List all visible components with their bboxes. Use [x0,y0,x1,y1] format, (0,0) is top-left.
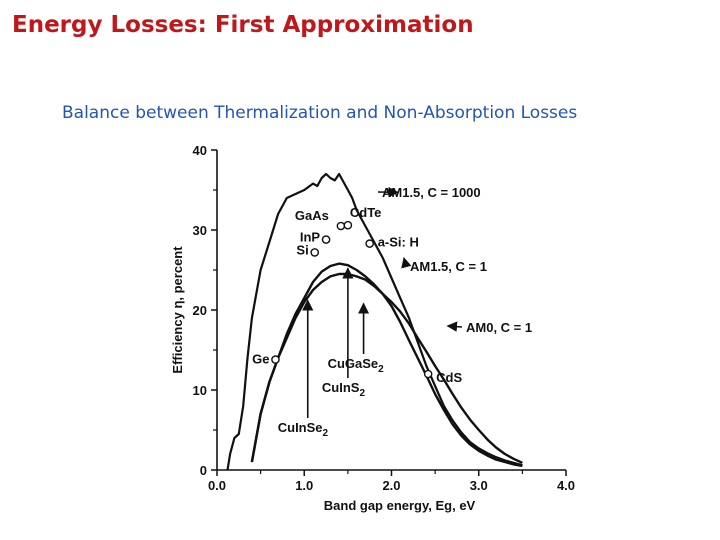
x-tick-label: 4.0 [557,478,575,493]
annotation-label-am1-5-c-1000: AM1.5, C = 1000 [382,185,481,200]
series-line-am1-5-c-1 [250,262,523,468]
marker-label-si: Si [296,242,308,257]
arrow-label-cugase2: CuGaSe2 [328,356,385,375]
slide-title: Energy Losses: First Approximation [12,12,474,38]
annotation-leader-am1-5-c-1 [401,256,412,269]
marker-label-inp: InP [300,230,321,245]
y-tick-label: 0 [200,463,207,478]
annotation-label-am0-c-1: AM0, C = 1 [466,320,532,335]
marker-a-si-h [365,239,374,248]
marker-label-cds: CdS [436,370,462,385]
marker-label-gaas: GaAs [295,208,329,223]
marker-label-ge: Ge [252,352,269,367]
marker-label-cdte: CdTe [350,205,382,220]
marker-ge [271,355,280,364]
chart-axes: 0.0 1.0 2.0 3.0 4.0 0 10 20 30 40 Band gap energy,… [170,143,575,513]
x-tick-label: 1.0 [295,478,313,493]
chart-annotations: AM1.5, C = 1000 AM1.5, C = 1 AM0, C = 1 [377,185,532,335]
chart-arrows: CuInSe2 CuInS2 CuGaSe2 [278,267,385,439]
y-tick-label: 30 [193,223,207,238]
series-line-am1-5-c-1000 [226,172,523,471]
y-tick-label: 20 [193,303,207,318]
arrow-label-cuinse2: CuInSe2 [278,420,329,439]
y-tick-label: 40 [193,143,207,158]
x-tick-label: 0.0 [208,478,226,493]
y-tick-label: 10 [193,383,207,398]
annotation-label-am1-5-c-1: AM1.5, C = 1 [410,259,487,274]
y-axis-label: Efficiency η, percent [170,246,185,374]
marker-cds [423,369,433,379]
marker-gaas [336,221,346,231]
marker-label-a-si-h: a-Si: H [378,235,419,250]
chart-curves [226,172,523,471]
annotation-leader-am0-c-1 [446,321,463,332]
marker-si [310,248,320,257]
x-tick-label: 2.0 [382,478,400,493]
slide-subtitle: Balance between Thermalization and Non-A… [62,103,578,123]
marker-cdte [343,220,353,230]
x-tick-label: 3.0 [470,478,488,493]
series-line-am0-c-1 [250,272,523,464]
x-axis-label: Band gap energy, Eg, eV [324,498,476,513]
arrow-label-cuins2: CuInS2 [322,380,366,399]
marker-inp [321,235,331,244]
